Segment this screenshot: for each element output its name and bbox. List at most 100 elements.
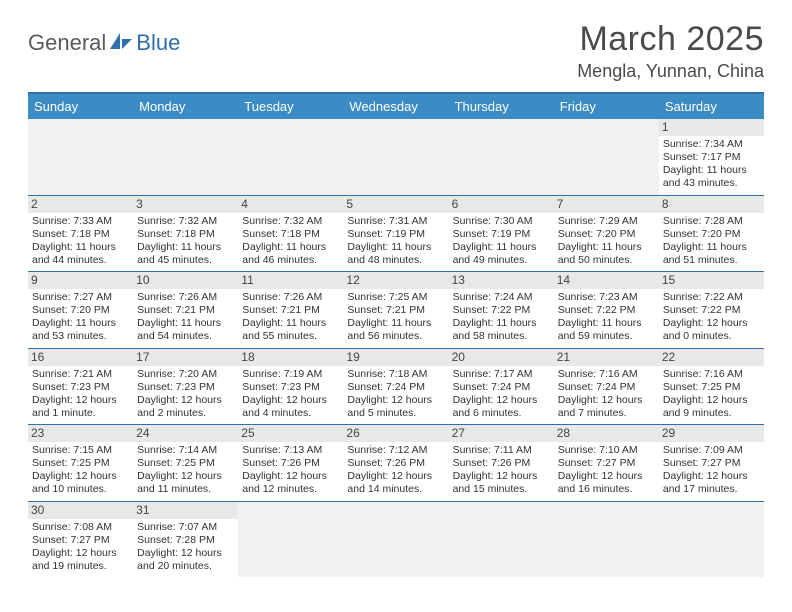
daylight-text: Daylight: 12 hours and 6 minutes. (453, 394, 550, 420)
sunrise-text: Sunrise: 7:10 AM (558, 444, 655, 457)
day-number: 19 (343, 349, 448, 366)
weekday-label: Sunday (28, 94, 133, 119)
daylight-text: Daylight: 11 hours and 56 minutes. (347, 317, 444, 343)
sunrise-text: Sunrise: 7:22 AM (663, 291, 760, 304)
sunset-text: Sunset: 7:25 PM (32, 457, 129, 470)
daylight-text: Daylight: 12 hours and 19 minutes. (32, 547, 129, 573)
day-cell (449, 502, 554, 578)
day-cell: 30Sunrise: 7:08 AMSunset: 7:27 PMDayligh… (28, 502, 133, 578)
sunrise-text: Sunrise: 7:26 AM (242, 291, 339, 304)
daylight-text: Daylight: 11 hours and 55 minutes. (242, 317, 339, 343)
day-cell: 11Sunrise: 7:26 AMSunset: 7:21 PMDayligh… (238, 272, 343, 348)
day-cell: 27Sunrise: 7:11 AMSunset: 7:26 PMDayligh… (449, 425, 554, 501)
daylight-text: Daylight: 11 hours and 45 minutes. (137, 241, 234, 267)
location: Mengla, Yunnan, China (577, 61, 764, 82)
daylight-text: Daylight: 12 hours and 12 minutes. (242, 470, 339, 496)
sunset-text: Sunset: 7:23 PM (242, 381, 339, 394)
daylight-text: Daylight: 12 hours and 15 minutes. (453, 470, 550, 496)
day-number: 17 (133, 349, 238, 366)
sunset-text: Sunset: 7:21 PM (242, 304, 339, 317)
day-cell (238, 502, 343, 578)
logo-text-blue: Blue (136, 30, 180, 56)
calendar-weeks: 1Sunrise: 7:34 AMSunset: 7:17 PMDaylight… (28, 119, 764, 577)
day-cell: 29Sunrise: 7:09 AMSunset: 7:27 PMDayligh… (659, 425, 764, 501)
sunrise-text: Sunrise: 7:21 AM (32, 368, 129, 381)
sunset-text: Sunset: 7:23 PM (137, 381, 234, 394)
sunrise-text: Sunrise: 7:17 AM (453, 368, 550, 381)
sunset-text: Sunset: 7:24 PM (558, 381, 655, 394)
day-cell (659, 502, 764, 578)
day-cell (449, 119, 554, 195)
daylight-text: Daylight: 11 hours and 51 minutes. (663, 241, 760, 267)
day-number: 1 (659, 119, 764, 136)
day-cell (554, 119, 659, 195)
day-cell: 8Sunrise: 7:28 AMSunset: 7:20 PMDaylight… (659, 196, 764, 272)
day-cell: 5Sunrise: 7:31 AMSunset: 7:19 PMDaylight… (343, 196, 448, 272)
daylight-text: Daylight: 11 hours and 49 minutes. (453, 241, 550, 267)
sunrise-text: Sunrise: 7:23 AM (558, 291, 655, 304)
weekday-label: Friday (554, 94, 659, 119)
daylight-text: Daylight: 11 hours and 50 minutes. (558, 241, 655, 267)
sunset-text: Sunset: 7:25 PM (137, 457, 234, 470)
sunset-text: Sunset: 7:20 PM (32, 304, 129, 317)
daylight-text: Daylight: 11 hours and 54 minutes. (137, 317, 234, 343)
day-number: 2 (28, 196, 133, 213)
day-cell (28, 119, 133, 195)
day-number: 6 (449, 196, 554, 213)
day-cell: 21Sunrise: 7:16 AMSunset: 7:24 PMDayligh… (554, 349, 659, 425)
weekday-label: Thursday (449, 94, 554, 119)
day-number: 12 (343, 272, 448, 289)
calendar-week: 1Sunrise: 7:34 AMSunset: 7:17 PMDaylight… (28, 119, 764, 196)
day-cell: 1Sunrise: 7:34 AMSunset: 7:17 PMDaylight… (659, 119, 764, 195)
day-number: 28 (554, 425, 659, 442)
day-cell: 28Sunrise: 7:10 AMSunset: 7:27 PMDayligh… (554, 425, 659, 501)
sunrise-text: Sunrise: 7:11 AM (453, 444, 550, 457)
day-number: 10 (133, 272, 238, 289)
daylight-text: Daylight: 12 hours and 10 minutes. (32, 470, 129, 496)
sunrise-text: Sunrise: 7:07 AM (137, 521, 234, 534)
daylight-text: Daylight: 12 hours and 14 minutes. (347, 470, 444, 496)
daylight-text: Daylight: 11 hours and 43 minutes. (663, 164, 760, 190)
calendar-week: 16Sunrise: 7:21 AMSunset: 7:23 PMDayligh… (28, 349, 764, 426)
daylight-text: Daylight: 11 hours and 53 minutes. (32, 317, 129, 343)
day-cell: 12 Sunrise: 7:25 AMSunset: 7:21 PMDayligh… (343, 272, 448, 348)
daylight-text: Daylight: 12 hours and 2 minutes. (137, 394, 234, 420)
daylight-text: Daylight: 12 hours and 20 minutes. (137, 547, 234, 573)
day-number: 29 (659, 425, 764, 442)
day-cell: 17 Sunrise: 7:20 AMSunset: 7:23 PMDayligh… (133, 349, 238, 425)
sunrise-text: Sunrise: 7:20 AM (137, 368, 234, 381)
calendar-week: 9Sunrise: 7:27 AMSunset: 7:20 PMDaylight… (28, 272, 764, 349)
day-cell: 19Sunrise: 7:18 AMSunset: 7:24 PMDayligh… (343, 349, 448, 425)
day-number: 9 (28, 272, 133, 289)
header: General Blue March 2025 Mengla, Yunnan, … (28, 20, 764, 82)
day-cell: 16Sunrise: 7:21 AMSunset: 7:23 PMDayligh… (28, 349, 133, 425)
daylight-text: Daylight: 12 hours and 16 minutes. (558, 470, 655, 496)
day-cell: 24Sunrise: 7:14 AMSunset: 7:25 PMDayligh… (133, 425, 238, 501)
sunrise-text: Sunrise: 7:26 AM (137, 291, 234, 304)
day-number: 21 (554, 349, 659, 366)
sunrise-text: Sunrise: 7:08 AM (32, 521, 129, 534)
day-cell: 2Sunrise: 7:33 AMSunset: 7:18 PMDaylight… (28, 196, 133, 272)
sunset-text: Sunset: 7:20 PM (663, 228, 760, 241)
day-cell: 9Sunrise: 7:27 AMSunset: 7:20 PMDaylight… (28, 272, 133, 348)
day-number: 3 (133, 196, 238, 213)
day-cell: 31Sunrise: 7:07 AMSunset: 7:28 PMDayligh… (133, 502, 238, 578)
sunrise-text: Sunrise: 7:13 AM (242, 444, 339, 457)
sunrise-text: Sunrise: 7:14 AM (137, 444, 234, 457)
day-number: 25 (238, 425, 343, 442)
day-number: 24 (133, 425, 238, 442)
day-number: 20 (449, 349, 554, 366)
day-cell: 23Sunrise: 7:15 AMSunset: 7:25 PMDayligh… (28, 425, 133, 501)
day-number: 23 (28, 425, 133, 442)
day-number: 7 (554, 196, 659, 213)
sunset-text: Sunset: 7:21 PM (347, 304, 444, 317)
calendar: SundayMondayTuesdayWednesdayThursdayFrid… (28, 92, 764, 577)
sunset-text: Sunset: 7:24 PM (347, 381, 444, 394)
sunrise-text: Sunrise: 7:25 AM (347, 291, 444, 304)
sunset-text: Sunset: 7:28 PM (137, 534, 234, 547)
day-number: 5 (343, 196, 448, 213)
daylight-text: Daylight: 11 hours and 48 minutes. (347, 241, 444, 267)
day-number: 8 (659, 196, 764, 213)
daylight-text: Daylight: 12 hours and 1 minute. (32, 394, 129, 420)
sunset-text: Sunset: 7:19 PM (347, 228, 444, 241)
